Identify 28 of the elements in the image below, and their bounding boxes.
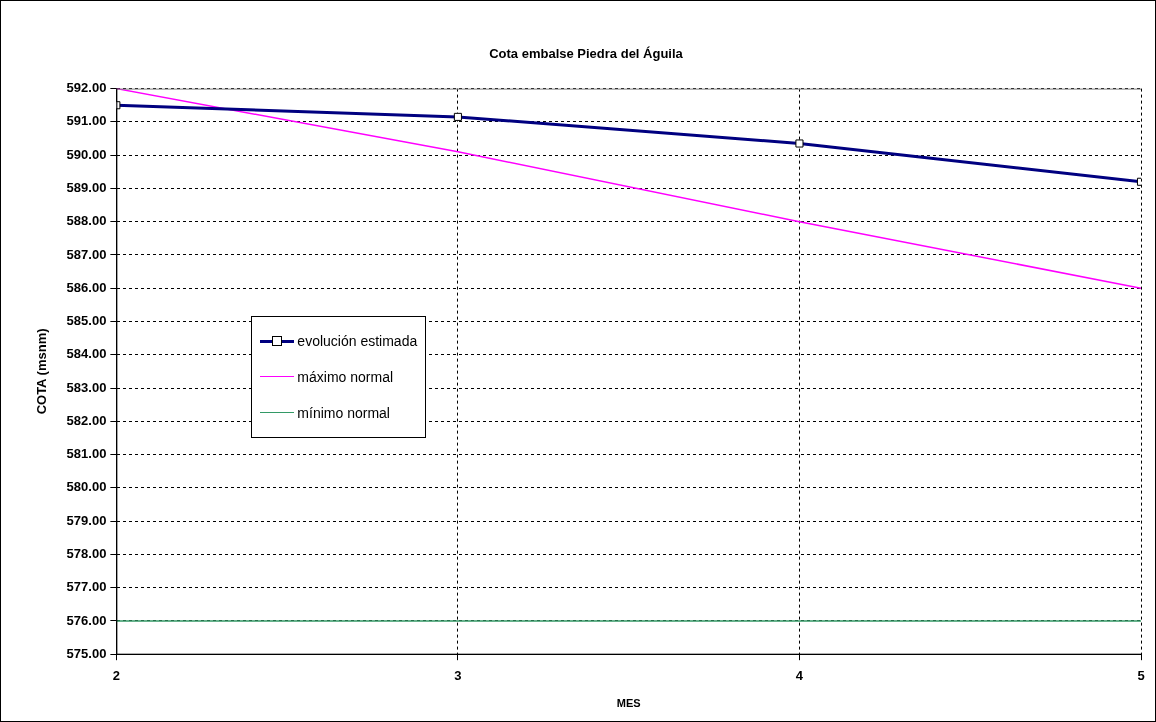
legend-label: máximo normal [297, 369, 394, 386]
y-tick-label: 583.00 [66, 379, 107, 395]
y-tick-label: 592.00 [66, 80, 107, 96]
y-axis-title: COTA (msnm) [34, 328, 50, 415]
y-tick-label: 591.00 [66, 113, 107, 129]
y-tick-label: 586.00 [66, 279, 107, 295]
legend-label: mínimo normal [297, 405, 390, 422]
y-tick-label: 575.00 [66, 645, 107, 661]
x-tick-label: 3 [454, 667, 462, 683]
legend-label: evolución estimada [297, 333, 418, 350]
x-tick-label: 2 [112, 667, 120, 683]
y-tick-label: 589.00 [66, 179, 107, 195]
chart-title: Cota embalse Piedra del Águila [489, 46, 684, 62]
y-tick-label: 588.00 [66, 213, 107, 229]
y-tick-label: 581.00 [66, 446, 107, 462]
y-tick-label: 582.00 [66, 412, 107, 428]
y-tick-label: 587.00 [66, 246, 107, 262]
y-tick-label: 576.00 [66, 612, 107, 628]
x-tick-label: 4 [795, 667, 804, 683]
y-tick-label: 585.00 [66, 313, 107, 329]
y-tick-label: 584.00 [66, 346, 107, 362]
x-tick-label: 5 [1137, 667, 1145, 683]
y-tick-label: 580.00 [66, 479, 107, 495]
x-axis-title: MES [616, 697, 641, 710]
y-tick-label: 577.00 [66, 579, 107, 595]
y-tick-label: 578.00 [66, 545, 107, 561]
y-tick-label: 590.00 [66, 146, 107, 162]
y-tick-label: 579.00 [66, 512, 107, 528]
